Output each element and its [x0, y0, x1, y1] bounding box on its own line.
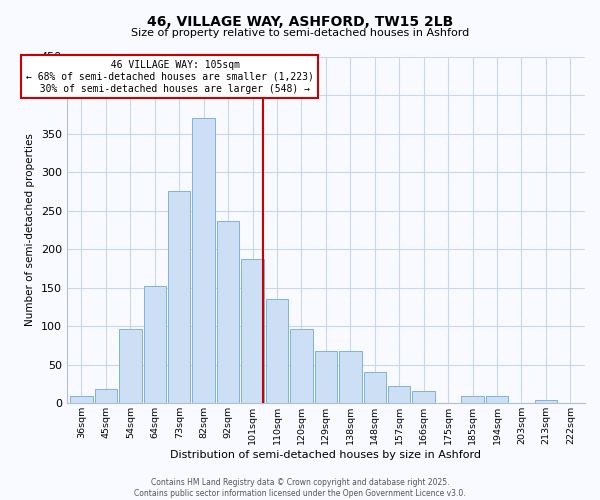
- Bar: [461, 396, 484, 404]
- Bar: [168, 190, 190, 404]
- Text: Contains HM Land Registry data © Crown copyright and database right 2025.
Contai: Contains HM Land Registry data © Crown c…: [134, 478, 466, 498]
- X-axis label: Distribution of semi-detached houses by size in Ashford: Distribution of semi-detached houses by …: [170, 450, 481, 460]
- Bar: [95, 390, 117, 404]
- Bar: [217, 220, 239, 404]
- Text: 46, VILLAGE WAY, ASHFORD, TW15 2LB: 46, VILLAGE WAY, ASHFORD, TW15 2LB: [147, 15, 453, 29]
- Bar: [143, 286, 166, 404]
- Text: Size of property relative to semi-detached houses in Ashford: Size of property relative to semi-detach…: [131, 28, 469, 38]
- Bar: [364, 372, 386, 404]
- Bar: [339, 351, 362, 404]
- Bar: [535, 400, 557, 404]
- Bar: [266, 300, 288, 404]
- Bar: [193, 118, 215, 404]
- Text: 46 VILLAGE WAY: 105sqm
← 68% of semi-detached houses are smaller (1,223)
  30% o: 46 VILLAGE WAY: 105sqm ← 68% of semi-det…: [26, 60, 313, 94]
- Bar: [70, 396, 93, 404]
- Bar: [486, 396, 508, 404]
- Bar: [241, 259, 264, 404]
- Bar: [412, 391, 435, 404]
- Bar: [119, 330, 142, 404]
- Bar: [388, 386, 410, 404]
- Bar: [314, 351, 337, 404]
- Y-axis label: Number of semi-detached properties: Number of semi-detached properties: [25, 134, 35, 326]
- Bar: [290, 330, 313, 404]
